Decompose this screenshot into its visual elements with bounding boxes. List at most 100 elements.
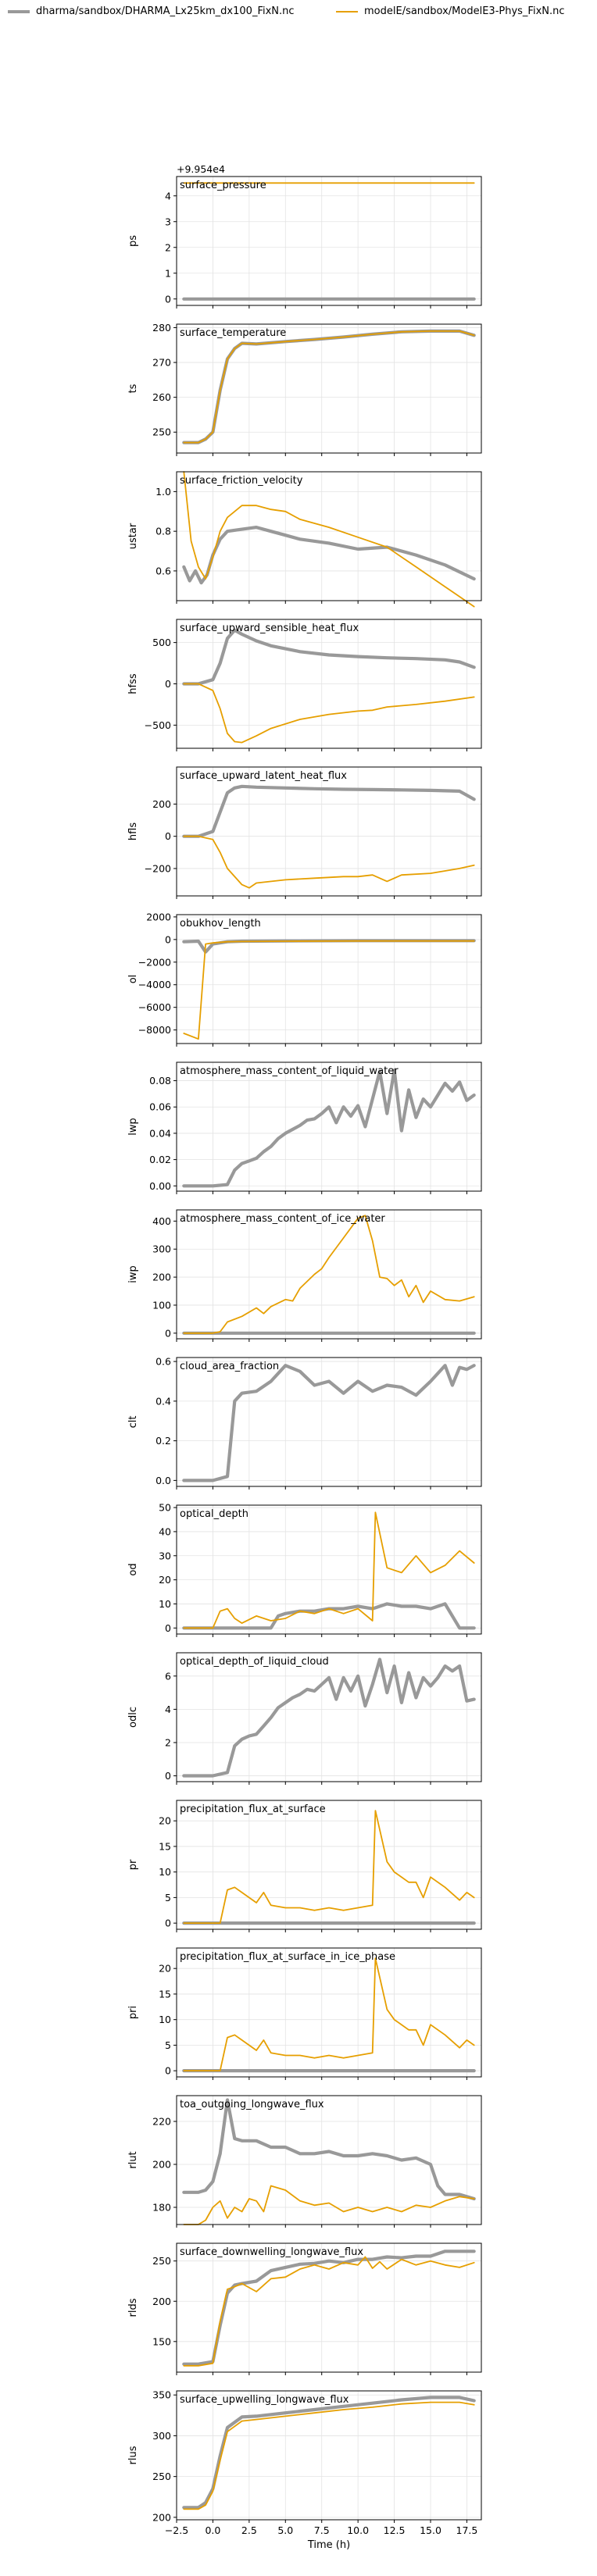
panel-atmosphere-mass-content-of-liquid-water: 0.00 0.02 0.04 0.06 0.08 atmosphere_mass_cont… [127,1061,482,1194]
y-tick-label: 0 [165,933,171,945]
y-axis-label: rlus [127,2446,139,2464]
series-line-modele [183,471,475,608]
series-line-modele [183,2185,475,2225]
panel-title: atmosphere_mass_content_of_ice_water [180,1213,385,1225]
series-line-modele [183,1511,475,1629]
axes-frame [176,1504,482,1635]
y-axis-label: rlds [127,2298,139,2317]
y-tick-label: −2000 [138,956,171,968]
panel-obukhov-length: −8000 −6000 −4000 −2000 0 2000 obukhov_lengtho… [127,911,482,1047]
y-tick-label: 5 [165,1892,171,1903]
y-axis-label: od [127,1563,139,1575]
series-line-modele [183,683,475,744]
panel-surface-upward-latent-heat-flux: −200 0 200 surface_upward_latent_heat_fluxh… [127,766,482,899]
x-tick-label: 12.5 [384,2524,406,2536]
y-tick-label: 20 [159,1815,171,1827]
y-tick-label: 15 [159,1988,171,2000]
y-tick-label: 0 [165,1327,171,1339]
series-line-dharma [182,2098,476,2201]
y-tick-label: 220 [152,2116,171,2128]
y-tick-label: 250 [152,2255,171,2267]
y-tick-label: −500 [145,719,171,731]
y-tick-label: −200 [145,862,171,874]
y-tick-label: 10 [159,1598,171,1610]
y-tick-label: 15 [159,1840,171,1852]
panel-surface-upwelling-longwave-flux: 200 250 300 350 −2.5 0.0 2.5 5.0 7.5 10.0 12.5 15.0… [127,2389,482,2536]
y-tick-label: 10 [159,2014,171,2025]
axes-frame [176,766,482,897]
axes-frame [176,323,482,454]
panel-atmosphere-mass-content-of-ice-water: 0 100 200 300 400 atmosphere_mass_content_of_… [127,1209,482,1342]
series-line-dharma [182,784,476,838]
axes-frame [176,914,482,1044]
y-axis-label: ustar [127,523,139,549]
y-tick-label: 10 [159,1866,171,1878]
y-tick-label: −8000 [138,1024,171,1036]
series-line-modele [183,940,475,1040]
panel-title: precipitation_flux_at_surface [180,1804,326,1815]
y-tick-label: 280 [152,322,171,334]
y-tick-label: 20 [159,1574,171,1586]
y-tick-label: 4 [165,190,171,202]
axes-frame [176,1209,482,1340]
y-tick-label: 0.8 [156,526,171,537]
axes-frame [176,471,482,601]
panel-title: surface_upward_sensible_heat_flux [180,623,359,634]
panel-title: optical_depth [180,1508,248,1520]
series-line-modele [183,835,475,889]
y-tick-label: 200 [152,2511,171,2523]
y-tick-label: 250 [152,2471,171,2482]
y-tick-label: 0.0 [156,1475,171,1486]
series-line-dharma [182,1364,476,1482]
y-tick-label: −4000 [138,979,171,990]
series-line-modele [183,1810,475,1925]
y-axis-label: pri [127,2006,139,2019]
y-tick-label: 300 [152,2430,171,2442]
axes-frame [176,1947,482,2078]
y-axis-label: clt [127,1416,139,1429]
y-tick-label: 0 [165,1770,171,1782]
y-axis-label: rlut [127,2151,139,2168]
y-axis-label: ol [127,975,139,984]
panel-title: surface_friction_velocity [180,475,303,487]
y-tick-label: 2000 [146,911,171,922]
y-tick-label: 0 [165,678,171,690]
y-tick-label: 200 [152,2159,171,2171]
x-tick-label: 15.0 [420,2524,441,2536]
y-tick-label: 0.06 [149,1101,171,1113]
x-tick-label: 10.0 [347,2524,369,2536]
series-line-modele [183,2256,475,2367]
y-tick-label: 270 [152,357,171,369]
axes-frame [176,2242,482,2373]
y-tick-label: 0 [165,1622,171,1634]
y-axis-label: ts [127,384,139,393]
legend-swatch-dharma [8,10,30,13]
panel-title: precipitation_flux_at_surface_in_ice_pha… [180,1951,395,1963]
series-line-dharma [182,1657,476,1778]
y-tick-label: 2 [165,1736,171,1748]
y-tick-label: 300 [152,1243,171,1255]
axes-frame [176,1357,482,1487]
legend-label-modele: modelE/sandbox/ModelE3-Phys_FixN.nc [364,5,565,17]
panel-precipitation-flux-at-surface-in-ice-phase: 0 5 10 15 20 precipitation_flux_at_surface_in… [127,1947,482,2080]
y-tick-label: 1.0 [156,486,171,498]
series-line-modele [183,330,475,444]
y-tick-label: 500 [152,637,171,648]
y-tick-label: −6000 [138,1001,171,1013]
panel-title: surface_downwelling_longwave_flux [180,2246,363,2258]
y-tick-label: 0 [165,1918,171,1929]
panel-title: surface_temperature [180,327,286,339]
axes-frame [176,176,482,306]
y-tick-label: 100 [152,1299,171,1311]
y-tick-label: 0.02 [149,1154,171,1165]
y-tick-label: 4 [165,1704,171,1715]
series-line-dharma [182,1602,476,1630]
legend-swatch-modele [336,11,358,12]
